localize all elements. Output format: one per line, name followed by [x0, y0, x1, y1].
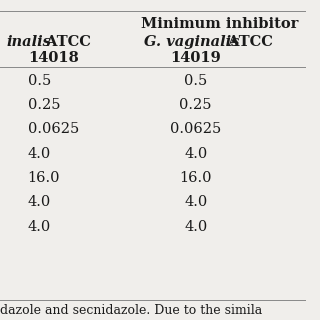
Text: 14018: 14018: [28, 51, 79, 65]
Text: ATCC: ATCC: [41, 35, 91, 49]
Text: G. vaginalis: G. vaginalis: [144, 35, 239, 49]
Text: 0.25: 0.25: [28, 98, 60, 112]
Text: 0.5: 0.5: [28, 74, 51, 88]
Text: 14019: 14019: [170, 51, 221, 65]
Text: 4.0: 4.0: [184, 147, 207, 161]
Text: 0.5: 0.5: [184, 74, 207, 88]
Text: 4.0: 4.0: [184, 195, 207, 209]
Text: inalis: inalis: [6, 35, 51, 49]
Text: 4.0: 4.0: [28, 220, 51, 234]
Text: 0.0625: 0.0625: [28, 122, 79, 136]
Text: 16.0: 16.0: [180, 171, 212, 185]
Text: 4.0: 4.0: [28, 195, 51, 209]
Text: 16.0: 16.0: [28, 171, 60, 185]
Text: dazole and secnidazole. Due to the simila: dazole and secnidazole. Due to the simil…: [0, 304, 262, 317]
Text: Minimum inhibitor: Minimum inhibitor: [141, 17, 299, 31]
Text: 0.25: 0.25: [180, 98, 212, 112]
Text: ATCC: ATCC: [223, 35, 273, 49]
Text: 4.0: 4.0: [184, 220, 207, 234]
Text: 0.0625: 0.0625: [170, 122, 221, 136]
Text: 4.0: 4.0: [28, 147, 51, 161]
